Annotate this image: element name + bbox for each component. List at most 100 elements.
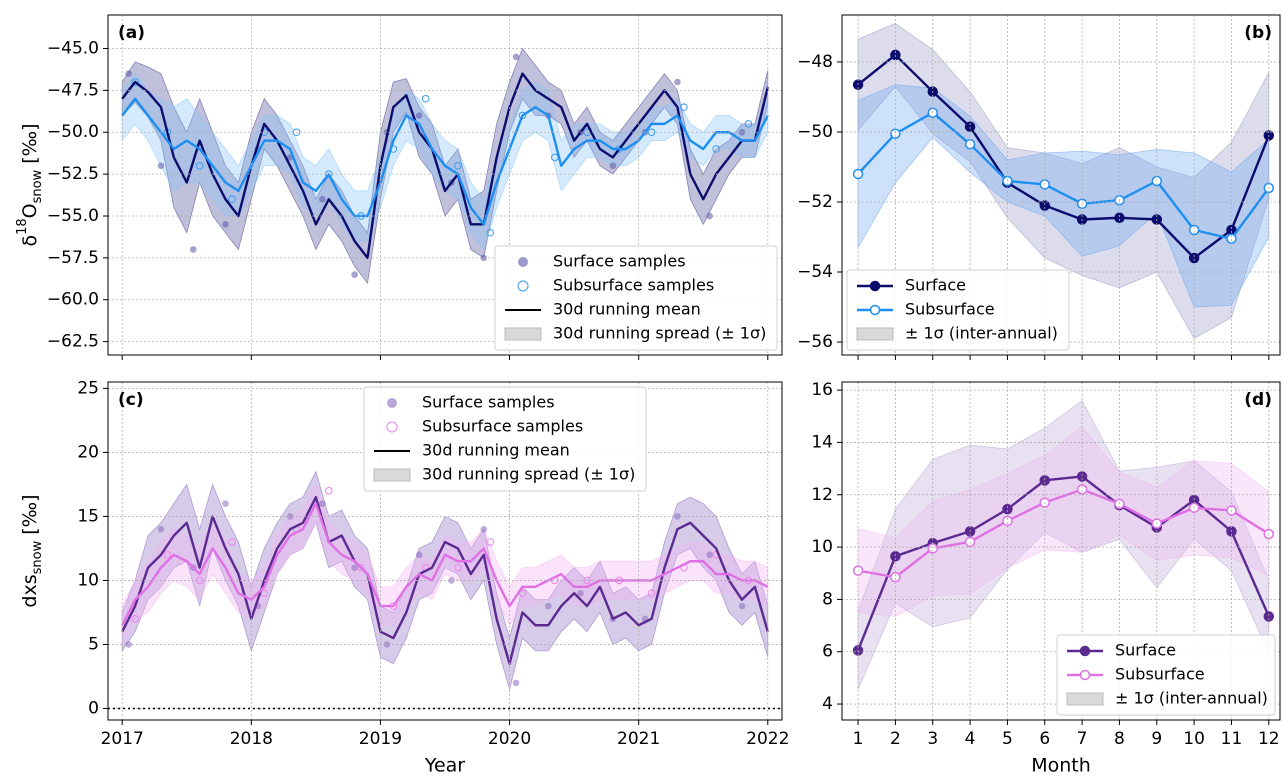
sample-point <box>421 94 430 103</box>
y-tick-label: 10 <box>77 570 99 590</box>
legend-symbol <box>517 280 529 292</box>
sample-point <box>744 120 753 128</box>
legend-symbol <box>1079 669 1091 681</box>
line-marker <box>890 571 901 583</box>
sample-point <box>512 53 520 61</box>
y-tick-label: −52.5 <box>47 164 99 184</box>
legend-label: Surface <box>1115 641 1176 660</box>
sample-point <box>319 500 326 507</box>
sample-point <box>480 254 488 262</box>
legend-box <box>1056 634 1276 716</box>
axes-frame <box>841 381 1281 721</box>
y-label-part: δ <box>19 235 41 247</box>
sample-point <box>222 500 229 507</box>
x-tick-label: 12 <box>1258 729 1280 749</box>
sample-point <box>228 538 236 546</box>
x-tick-label: 8 <box>1114 729 1125 749</box>
plot-area <box>121 470 769 691</box>
y-tick-label: −55.0 <box>47 206 99 226</box>
sample-point <box>738 602 746 610</box>
line-marker <box>1002 515 1013 527</box>
legend-label: 30d running mean <box>553 300 701 319</box>
legend-label: 30d running spread (± 1σ) <box>422 465 635 484</box>
sample-point <box>486 228 494 237</box>
y-tick-label: 16 <box>811 380 833 400</box>
y-label-part: [‰] <box>19 494 41 534</box>
x-tick-label: 7 <box>1077 729 1088 749</box>
legend-symbol <box>1066 692 1104 706</box>
y-label-part: O <box>19 203 41 218</box>
legend-label: Subsurface <box>1115 665 1205 684</box>
mean-line <box>857 111 1270 240</box>
sample-point <box>647 589 656 598</box>
y-tick-label: 5 <box>88 634 99 654</box>
sample-point <box>480 525 488 533</box>
legend-label: Surface samples <box>422 393 555 412</box>
legend-label: 30d running mean <box>422 441 570 460</box>
sample-point <box>228 195 236 204</box>
y-tick-label: −62.5 <box>47 332 99 352</box>
y-tick-label: 0 <box>88 698 99 718</box>
x-axis-label: Year <box>424 755 465 777</box>
legend-label: Subsurface samples <box>553 276 714 295</box>
x-tick-label: 2020 <box>488 729 531 749</box>
legend: Surface samples Subsurface samples 30d run… <box>494 245 778 351</box>
legend-symbol <box>518 257 528 267</box>
legend-label: ± 1σ (inter-annual) <box>905 324 1058 343</box>
y-tick-label: −45.0 <box>47 38 99 58</box>
sample-point <box>351 564 358 571</box>
sample-point <box>383 641 391 648</box>
y-label-part: 18 <box>15 218 30 235</box>
y-tick-label: 25 <box>77 378 99 398</box>
y-tick-label: 20 <box>77 442 99 462</box>
sample-point <box>286 513 294 520</box>
y-tick-label: −57.5 <box>47 248 99 268</box>
sample-point <box>157 162 165 170</box>
x-tick-label: 1 <box>853 729 864 749</box>
y-tick-label: −50.0 <box>47 122 99 142</box>
legend-box <box>494 245 778 351</box>
x-tick-label: 2 <box>890 729 901 749</box>
y-tick-label: −48 <box>797 52 833 72</box>
sample-point <box>125 70 132 77</box>
sample-point <box>454 563 462 572</box>
sample-point <box>583 576 591 585</box>
sample-point <box>680 103 688 111</box>
sample-point <box>577 589 584 597</box>
sample-point <box>351 271 358 278</box>
x-tick-label: 2019 <box>359 729 402 749</box>
y-axis-label: dxssnow [‰] <box>19 494 46 607</box>
axes-frame <box>107 381 783 721</box>
mean-line <box>121 502 769 626</box>
y-tick-label: −54 <box>797 262 833 282</box>
spread-band <box>857 426 1270 617</box>
sample-point <box>415 551 423 559</box>
y-tick-label: 4 <box>822 694 833 714</box>
sample-point <box>357 563 365 572</box>
y-tick-label: 10 <box>811 537 833 557</box>
y-tick-label: −47.5 <box>47 80 99 100</box>
legend-symbol <box>386 421 398 433</box>
line-marker <box>852 168 864 180</box>
mean-line <box>121 72 769 260</box>
mean-line <box>857 488 1270 579</box>
x-tick-label: 2021 <box>617 729 660 749</box>
legend-box <box>363 386 647 492</box>
y-axis-label: δ18Osnow [‰] <box>15 123 45 246</box>
line-marker <box>1114 212 1125 223</box>
sample-point <box>544 602 552 610</box>
legend-symbol <box>869 280 881 292</box>
y-tick-label: −52 <box>797 192 833 212</box>
y-label-part: [‰] <box>19 123 41 163</box>
sample-point <box>163 551 172 559</box>
y-tick-label: 14 <box>811 432 833 452</box>
legend-label: Subsurface <box>905 300 995 319</box>
x-tick-label: 6 <box>1039 729 1050 749</box>
x-tick-label: 10 <box>1183 729 1205 749</box>
line-marker <box>890 128 901 139</box>
x-axis-label: Month <box>1031 755 1091 777</box>
y-tick-label: 6 <box>822 642 833 662</box>
panel-label: (c) <box>118 390 144 410</box>
legend: Surface Subsurface ± 1σ (inter-annual) <box>846 269 1070 351</box>
